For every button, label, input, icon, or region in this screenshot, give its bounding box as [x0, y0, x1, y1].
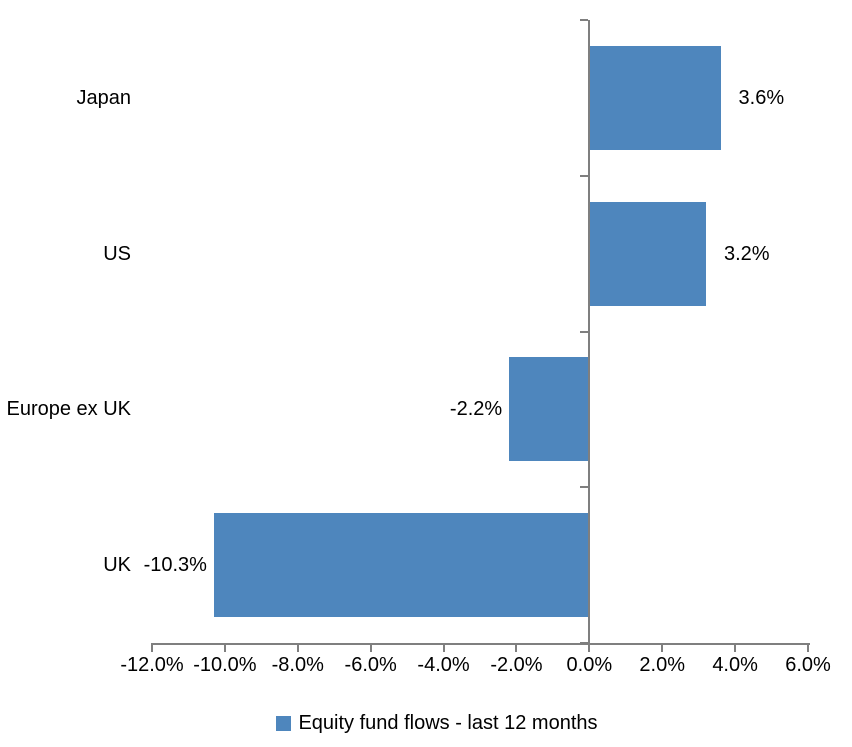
legend: Equity fund flows - last 12 months — [0, 710, 852, 736]
y-axis-tick — [580, 19, 589, 21]
x-axis-line — [152, 643, 810, 645]
y-axis-tick — [580, 642, 589, 644]
legend-label: Equity fund flows - last 12 months — [298, 712, 598, 734]
y-axis-line — [588, 20, 591, 645]
y-axis-tick — [580, 486, 589, 489]
x-tick-label: 4.0% — [712, 654, 758, 676]
x-axis-tick — [296, 643, 299, 652]
x-tick-label: -8.0% — [271, 654, 324, 676]
category-label: Japan — [76, 86, 132, 109]
bar-value-label: -10.3% — [143, 554, 207, 577]
bar-value-label: 3.2% — [723, 242, 770, 265]
y-axis-tick — [580, 330, 589, 333]
x-tick-label: -6.0% — [344, 654, 397, 676]
category-label: UK — [103, 554, 131, 577]
x-axis-tick — [661, 643, 664, 652]
legend-square-icon — [276, 715, 292, 731]
x-axis-tick — [442, 643, 445, 652]
x-tick-label: -2.0% — [490, 654, 543, 676]
bar-value-label: -2.2% — [449, 398, 503, 421]
bar-us — [589, 201, 706, 306]
category-label: Europe ex UK — [6, 398, 131, 421]
bar-japan — [589, 45, 721, 150]
x-axis-tick — [807, 643, 809, 652]
bar-value-label: 3.6% — [738, 86, 785, 109]
x-axis-tick — [151, 643, 153, 652]
x-axis-tick — [515, 643, 518, 652]
x-axis-tick — [223, 643, 226, 652]
x-tick-label: -12.0% — [120, 654, 184, 676]
bar-europe-ex-uk — [509, 357, 590, 462]
x-axis-tick — [588, 643, 591, 652]
category-label: US — [103, 242, 131, 265]
y-axis-tick — [580, 174, 589, 177]
x-tick-label: -10.0% — [193, 654, 257, 676]
x-axis-tick — [369, 643, 372, 652]
bar-uk — [213, 513, 590, 618]
x-axis-tick — [734, 643, 737, 652]
x-tick-label: 6.0% — [785, 654, 831, 676]
x-tick-label: 0.0% — [566, 654, 613, 676]
x-tick-label: 2.0% — [639, 654, 686, 676]
x-tick-label: -4.0% — [417, 654, 470, 676]
